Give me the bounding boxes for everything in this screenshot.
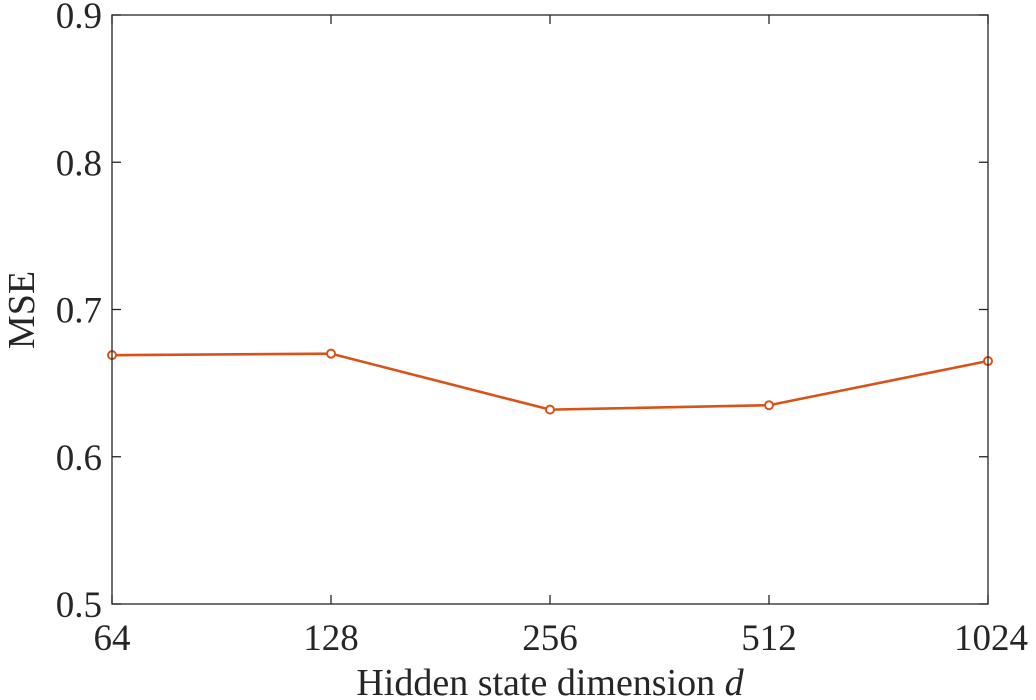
y-tick-label: 0.8 [56,143,102,184]
y-tick-label: 0.9 [56,0,102,37]
series-layer [107,348,993,415]
y-tick-label: 0.7 [56,291,102,332]
plot-frame [111,14,989,605]
y-axis-ticks: 0.5 0.6 0.7 0.8 0.9 [56,0,988,626]
y-tick-label: 0.6 [56,438,102,479]
x-tick-label: 128 [303,618,359,659]
data-point-marker [326,348,336,359]
data-point-marker [764,400,774,411]
x-axis-label-variable: d [725,662,745,700]
x-tick-label: 64 [94,618,131,659]
y-tick-label: 0.5 [56,585,102,626]
x-axis-label: Hidden state dimension d [356,662,744,700]
x-axis-ticks: 64 128 256 512 1024 [94,15,1028,659]
x-tick-label: 512 [741,618,797,659]
x-tick-label: 256 [522,618,578,659]
x-tick-label: 1024 [954,618,1028,659]
data-point-marker [545,404,555,415]
plot-area-background [112,15,988,604]
y-axis-label: MSE [1,271,43,349]
